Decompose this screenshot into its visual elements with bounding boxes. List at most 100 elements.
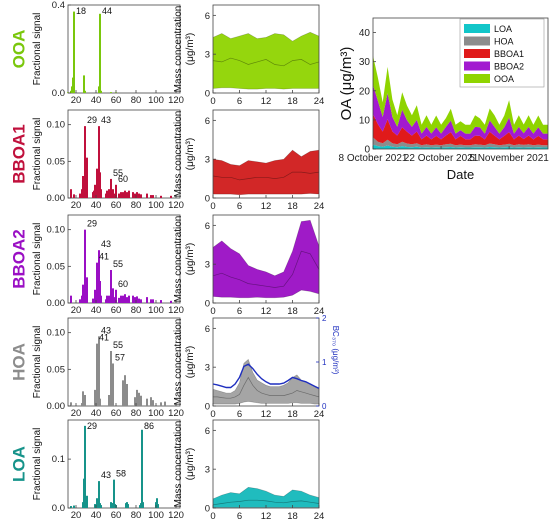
peak-label-60: 60 [118,174,128,184]
bar-mz-15 [70,402,72,406]
bar-mz-31 [86,495,88,508]
x-tick-label: 24 [314,201,325,212]
x-tick-label: 6 [237,96,242,107]
y-axis-label: Mass concentration(μg/m³) [173,216,196,303]
x-tick-label: 40 [91,510,102,519]
upper-line [212,31,320,42]
bar-mz-44 [99,172,101,198]
legend-label-ooa: OOA [494,74,514,84]
bar-mz-91 [146,193,148,198]
y-tick-label: 0 [205,299,210,310]
peak-label-55: 55 [113,168,123,178]
y2-tick-label: 1 [322,358,327,367]
x-tick-label: 6 [237,306,242,317]
peak-label-43: 43 [101,239,111,249]
x-tick-label: 12 [261,96,272,107]
y-tick-label: 0.05 [47,261,66,272]
y-tick-label: 0 [364,145,370,156]
x-axis-label: Date [447,167,474,182]
bar-mz-81 [136,192,138,198]
x-tick-label: 0 [210,306,215,317]
bar-mz-18 [73,11,75,94]
bar-mz-79 [134,193,136,198]
y-axis-label-line: Mass concentration [173,111,184,198]
bar-mz-18 [73,194,75,198]
bar-mz-41 [96,262,98,303]
peak-label-29: 29 [87,421,97,431]
x-tick-label: 120 [168,305,184,316]
x-tick-label: 60 [111,305,122,316]
bar-mz-29 [84,229,86,303]
bar-mz-43 [98,336,100,406]
y-tick-label: 6 [205,11,210,22]
peak-label-29: 29 [87,219,97,229]
y-tick-label: 3 [205,260,210,271]
bar-mz-37 [92,298,94,303]
bar-mz-15 [70,506,72,508]
x-tick-label: 120 [168,95,184,106]
y-axis-label: Fractional signal [32,13,43,86]
factor-label-loa: LOA [9,446,28,482]
bar-mz-69 [124,190,126,198]
x-tick-label: 6 [237,511,242,519]
y-tick-label: 0.0 [52,88,65,99]
x-tick-label: 18 [287,511,298,519]
peak-label-29: 29 [87,115,97,125]
bar-mz-39 [94,389,96,406]
bar-mz-85 [140,299,142,303]
median-line [212,250,320,288]
y-axis-label-line: (μg/m³) [185,138,196,170]
x-tick-label: 80 [131,305,142,316]
y-tick-label: 40 [359,28,371,39]
iqr-band [213,487,319,508]
stack-bboa2 [373,85,548,140]
bar-mz-53 [108,395,110,406]
x-tick-label: 20 [71,408,82,419]
lower-line [213,193,320,196]
iqr-band [213,150,319,195]
bar-mz-44 [99,281,101,303]
bar-mz-39 [94,184,96,198]
bar-mz-31 [86,277,88,303]
y2-axis-label: BC₃₇₀ (μg/m³) [331,326,340,375]
y-tick-label: 0.05 [47,364,66,375]
y2-tick-label: 2 [322,314,327,323]
y-tick-label: 0.1 [52,454,65,465]
y-axis-label-line: (μg/m³) [185,33,196,65]
bar-mz-51 [106,190,108,198]
x-tick-label: 40 [91,305,102,316]
plot-frame [67,4,181,94]
x-tick-label: 18 [287,96,298,107]
bar-mz-65 [120,295,122,303]
y-tick-label: 20 [359,86,371,97]
x-tick-label: 24 [314,511,325,519]
x-tick-label: 100 [148,408,164,419]
x-tick-label: 120 [168,510,184,519]
stack-hoa [373,137,548,148]
bar-mz-109 [164,401,166,406]
y-axis-label: OA (μg/m³) [338,47,355,121]
y-tick-label: 0 [205,402,210,413]
y-tick-label: 0 [205,504,210,515]
x-tick-label: 0 [210,409,215,420]
y-tick-label: 0.05 [47,156,66,167]
bar-mz-41 [96,343,98,406]
bar-mz-86 [141,429,143,508]
bar-mz-60 [115,184,117,198]
bar-mz-43 [98,481,100,508]
factor-label-bboa2: BBOA2 [9,229,28,289]
peak-label-41: 41 [99,333,109,343]
median-line [212,171,320,181]
spectrum-ooa: 0.0 0.4 20 40 60 80 100 120 18 44 Fractional signa… [32,0,184,106]
upper-line [212,149,320,166]
y-tick-label: 0.10 [47,120,66,131]
x-tick-label: 100 [148,305,164,316]
bar-mz-77 [132,295,134,303]
legend-swatch-hoa [464,36,490,46]
y-tick-label: 0.4 [52,0,65,11]
bar-mz-51 [106,295,108,303]
bar-mz-101 [156,498,158,508]
y-axis-label-line: Mass concentration [173,421,184,508]
